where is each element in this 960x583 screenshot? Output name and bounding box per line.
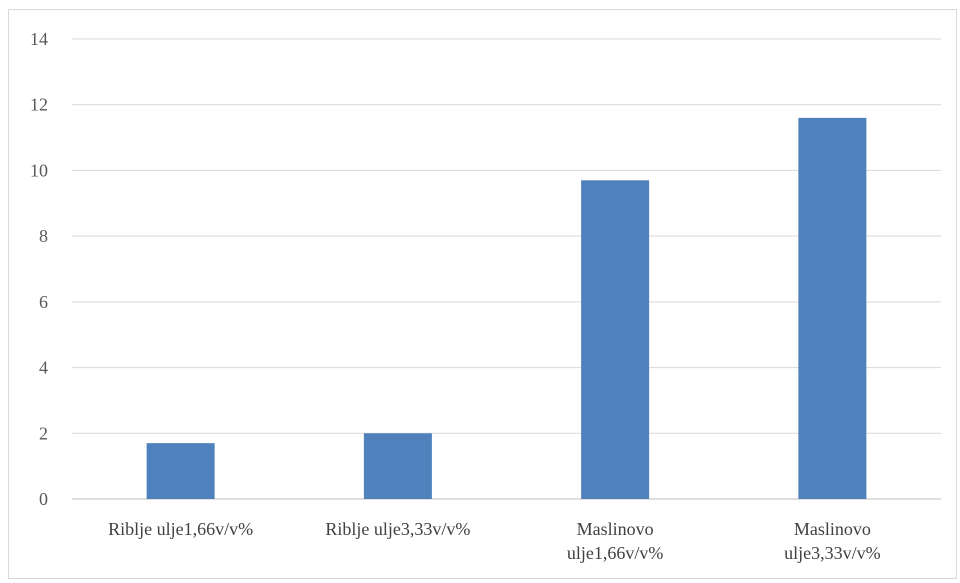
x-tick-label: ulje3,33v/v% [784,543,881,563]
y-tick-label: 14 [30,29,48,49]
x-tick-label: Riblje ulje1,66v/v% [108,519,253,539]
bar [363,433,432,499]
x-tick-label: Riblje ulje3,33v/v% [325,519,470,539]
x-tick-label: Maslinovo [577,519,654,539]
y-tick-label: 8 [39,226,48,246]
x-tick-label: ulje1,66v/v% [567,543,664,563]
bar [146,443,215,499]
bar [581,180,650,500]
y-tick-label: 10 [30,160,48,180]
y-tick-label: 2 [39,423,48,443]
y-tick-label: 4 [39,358,48,378]
y-tick-label: 12 [30,95,48,115]
y-tick-label: 6 [39,292,48,312]
bar [798,117,867,499]
x-tick-label: Maslinovo [794,519,871,539]
y-tick-label: 0 [39,489,48,509]
